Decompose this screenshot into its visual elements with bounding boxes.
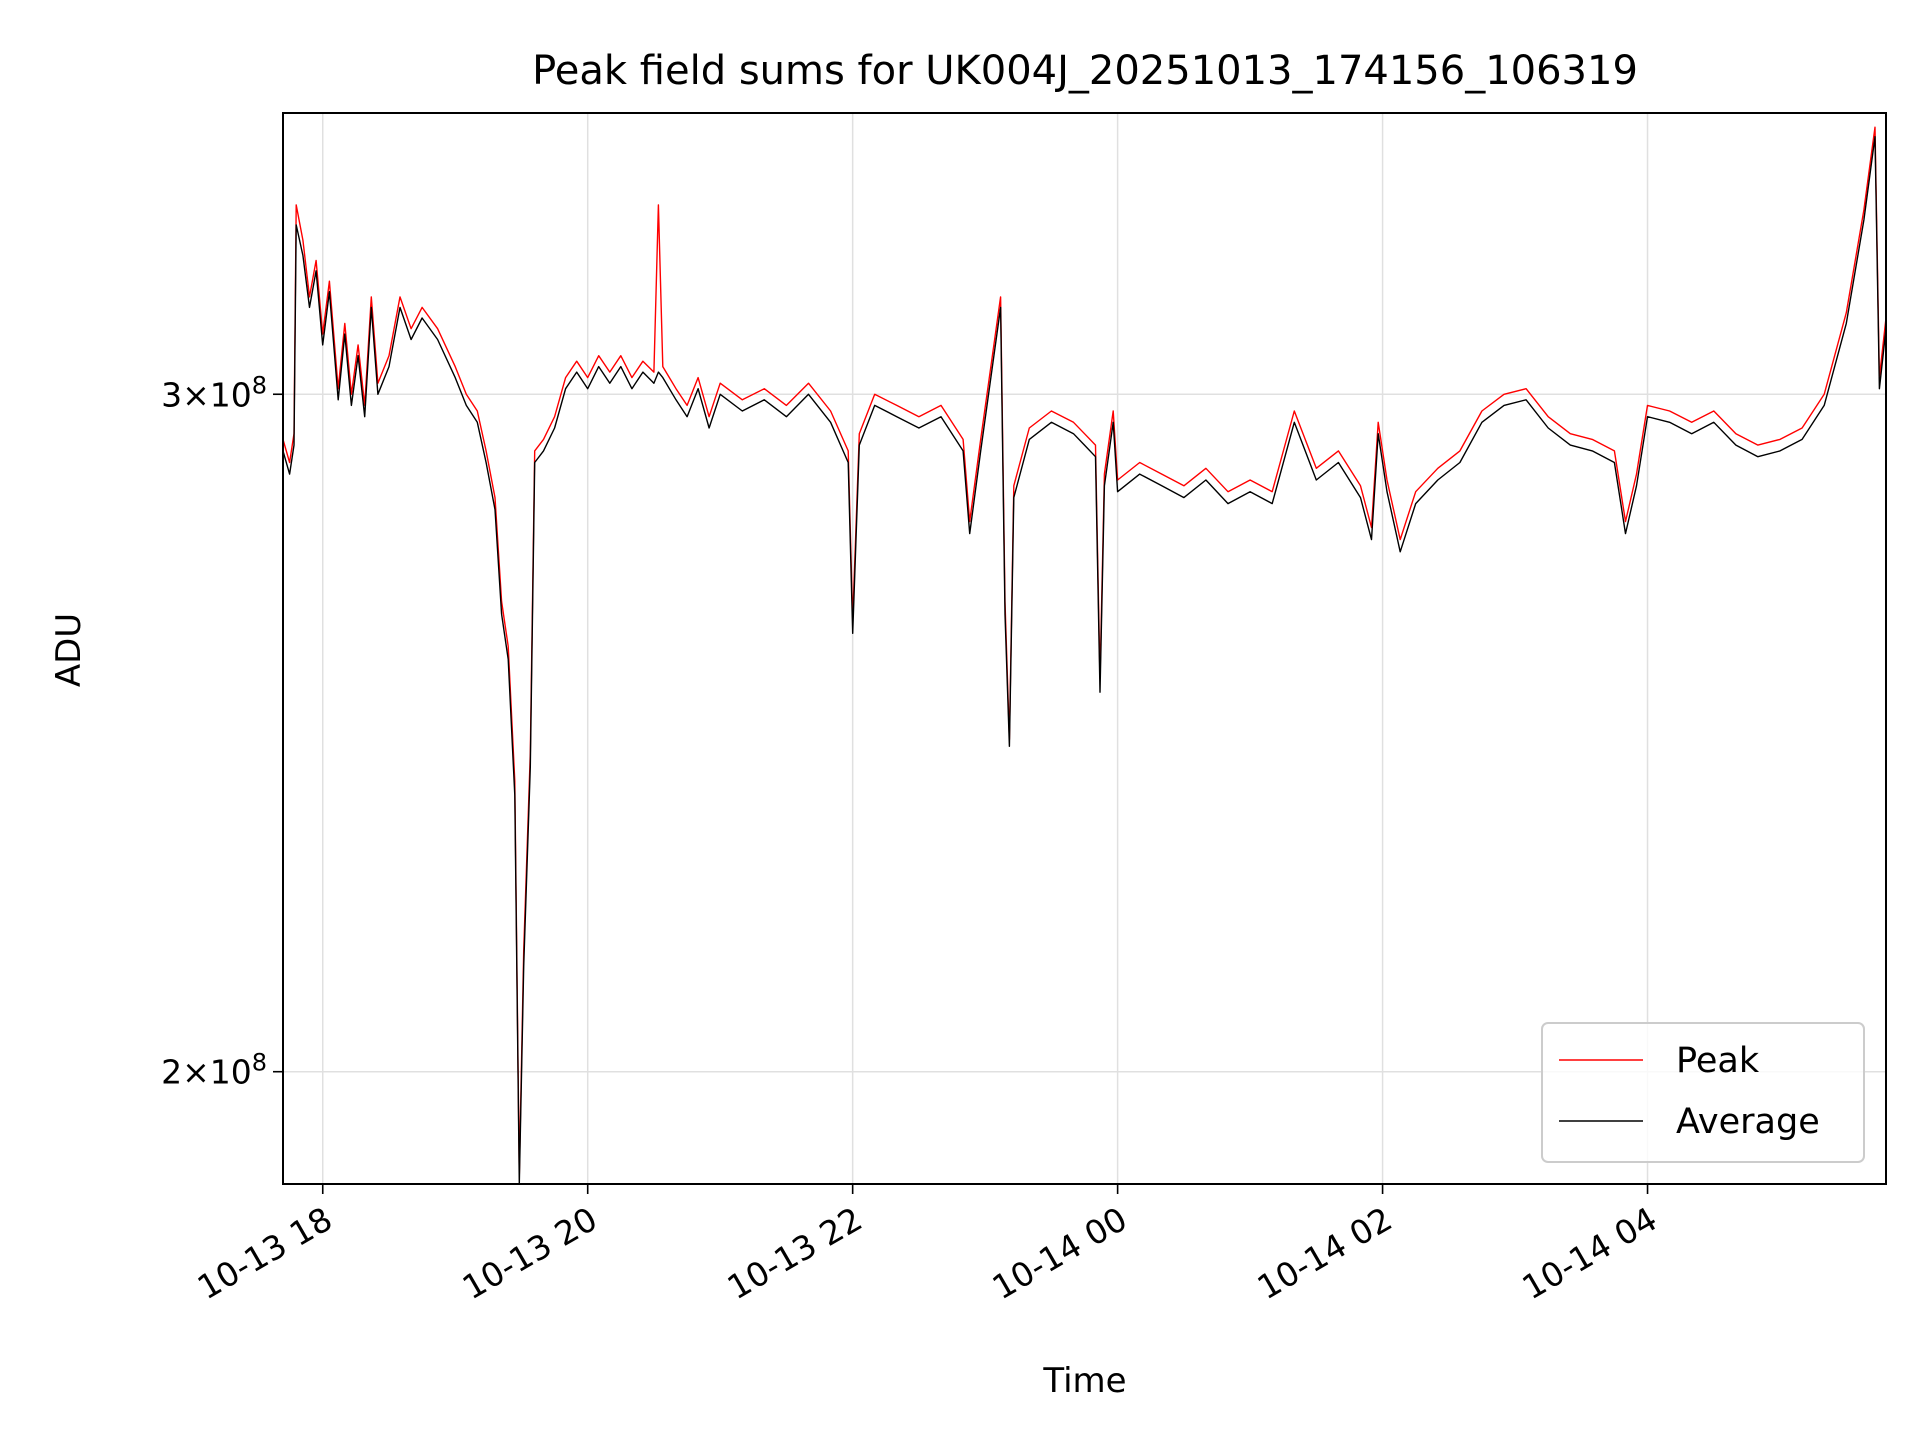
series-line-peak bbox=[282, 126, 1887, 1176]
chart-title: Peak field sums for UK004J_20251013_1741… bbox=[532, 48, 1638, 94]
y-axis-label: ADU bbox=[49, 613, 89, 687]
y-tick-label: 2×108 bbox=[161, 1049, 267, 1092]
y-axis-ticks: 2×108 3×108 bbox=[161, 371, 283, 1092]
legend-box bbox=[1541, 1022, 1865, 1163]
legend-label-average: Average bbox=[1676, 1102, 1820, 1142]
plot-area-frame bbox=[282, 112, 1887, 1185]
x-axis-label: Time bbox=[1042, 1361, 1126, 1401]
series-line-average bbox=[282, 135, 1887, 1185]
legend: Peak Average bbox=[1541, 1022, 1865, 1163]
plot-series bbox=[282, 126, 1887, 1185]
legend-label-peak: Peak bbox=[1676, 1041, 1760, 1081]
y-tick-label: 3×108 bbox=[161, 371, 267, 414]
